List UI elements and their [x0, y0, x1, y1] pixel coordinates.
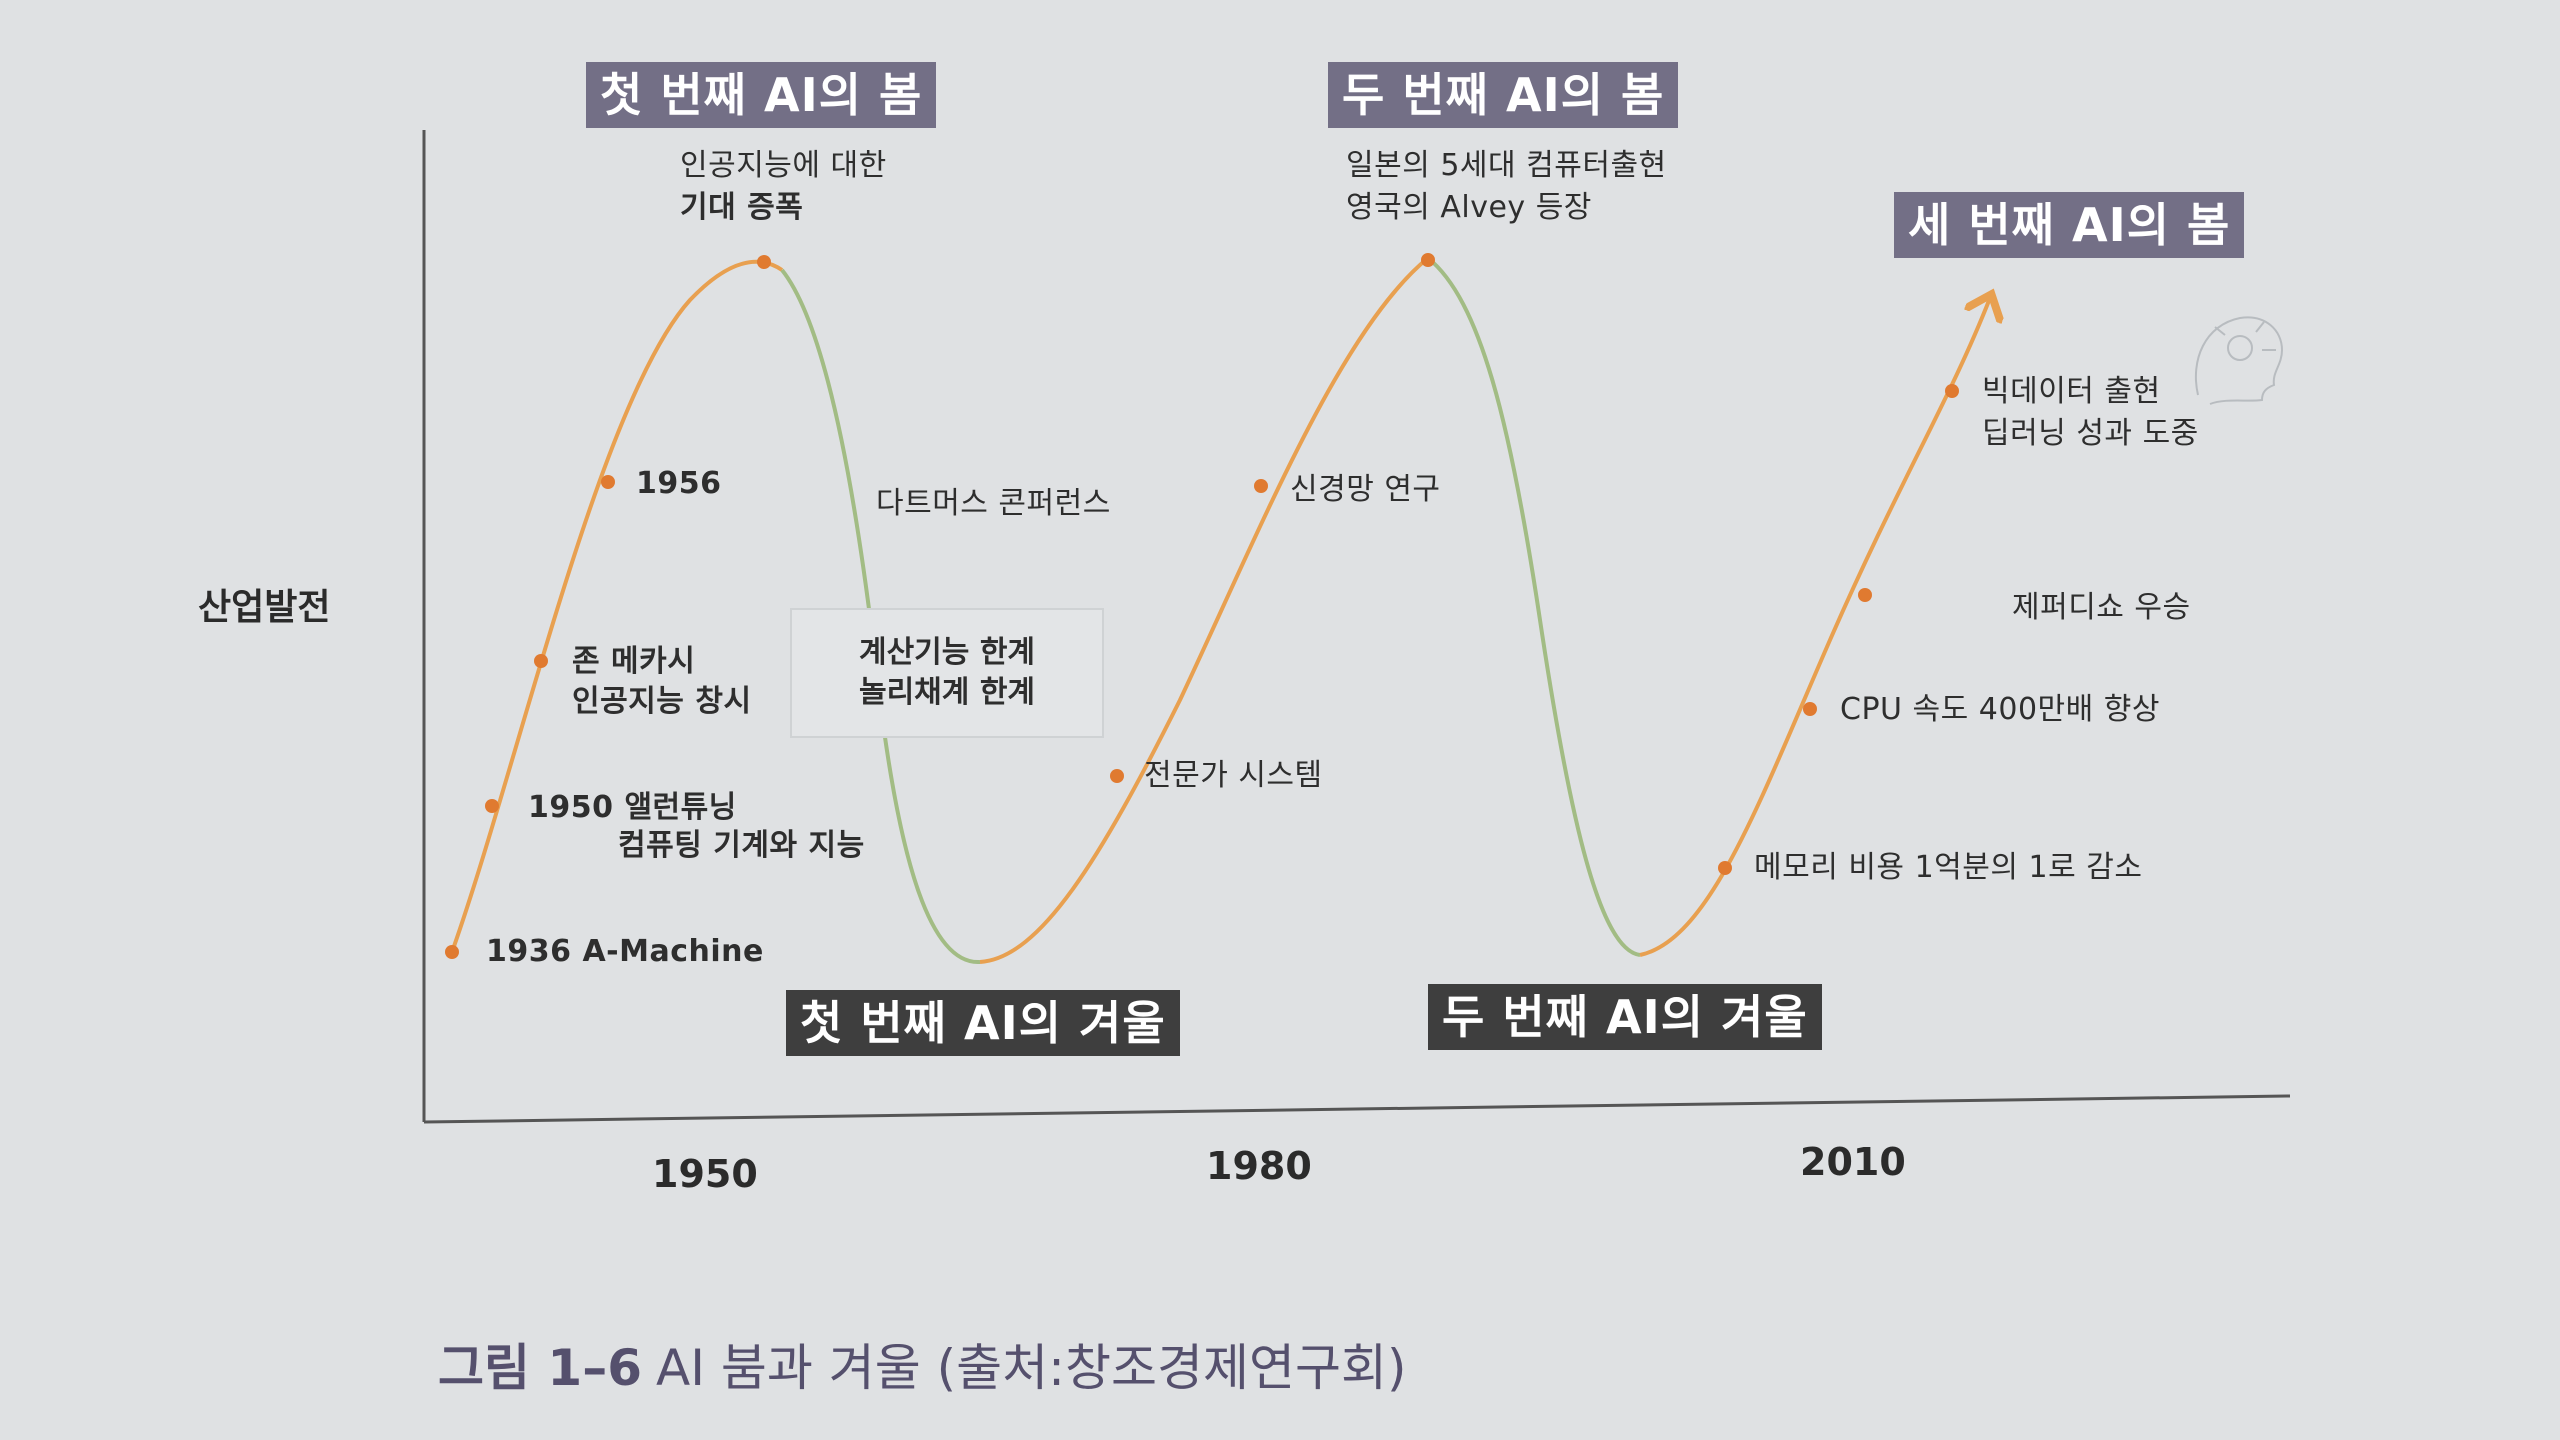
event-memory: 메모리 비용 1억분의 1로 감소: [1754, 850, 2143, 885]
x-tick-2010: 2010: [1800, 1140, 1906, 1184]
dot-bigdata: [1945, 384, 1959, 398]
second-spring-label: 두 번째 AI의 봄: [1328, 62, 1679, 128]
dot-jeopardy: [1858, 588, 1872, 602]
dot-memory: [1718, 861, 1732, 875]
head-sketch-icon: [2194, 316, 2284, 405]
event-neural-network: 신경망 연구: [1290, 472, 1441, 507]
event-1956: 1956: [636, 466, 722, 501]
dot-peak-second: [1421, 253, 1435, 267]
event-mccarthy-line1: 존 메카시: [572, 644, 696, 679]
event-jeopardy: 제퍼디쇼 우승: [2012, 590, 2191, 625]
figure-caption-text: AI 붐과 겨울 (출처:창조경제연구회): [656, 1339, 1407, 1397]
figure-caption: 그림 1–6 AI 붐과 겨울 (출처:창조경제연구회): [438, 1328, 1407, 1400]
dot-expert-system: [1110, 769, 1124, 783]
dot-cpu: [1803, 702, 1817, 716]
dot-turing: [485, 799, 499, 813]
event-a-machine: 1936 A-Machine: [486, 934, 764, 969]
dot-neural-network: [1254, 479, 1268, 493]
rise-segment-first-spring: [450, 259, 784, 953]
fall-segment-second-winter: [1426, 256, 1641, 957]
x-tick-1950: 1950: [652, 1152, 758, 1196]
rise-segment-second-spring: [979, 256, 1430, 964]
event-mccarthy-line2: 인공지능 창시: [572, 684, 752, 719]
third-spring-label: 세 번째 AI의 봄: [1894, 192, 2245, 258]
event-dartmouth: 다트머스 콘퍼런스: [876, 486, 1111, 521]
event-turing-line2: 컴퓨팅 기계와 지능: [618, 828, 865, 863]
limits-line2: 놀리채계 한계: [858, 675, 1036, 710]
dot-mccarthy: [534, 654, 548, 668]
x-axis: [423, 1094, 2291, 1124]
event-expert-system: 전문가 시스템: [1144, 758, 1323, 793]
dot-peak-first: [757, 255, 771, 269]
first-spring-label: 첫 번째 AI의 봄: [586, 62, 937, 128]
x-tick-1980: 1980: [1206, 1144, 1312, 1188]
second-winter-label: 두 번째 AI의 겨울: [1428, 984, 1822, 1050]
peak2-line1: 일본의 5세대 컴퓨터출현: [1346, 148, 1667, 183]
limits-line1: 계산기능 한계: [858, 635, 1036, 670]
event-turing-line1: 1950 앨런튜닝: [528, 790, 737, 825]
figure-number: 그림 1–6: [438, 1339, 642, 1397]
event-cpu: CPU 속도 400만배 향상: [1840, 692, 2160, 727]
y-axis-label: 산업발전: [198, 587, 331, 628]
peak1-line1: 인공지능에 대한: [680, 148, 887, 183]
first-winter-label: 첫 번째 AI의 겨울: [786, 990, 1180, 1056]
peak1-line2: 기대 증폭: [680, 190, 804, 225]
limits-box: 계산기능 한계 놀리채계 한계: [790, 608, 1104, 738]
event-bigdata-line2: 딥러닝 성과 도중: [1982, 416, 2199, 451]
event-bigdata-line1: 빅데이터 출현: [1982, 374, 2161, 409]
dot-a-machine: [445, 945, 459, 959]
dot-1956: [601, 475, 615, 489]
peak2-line2: 영국의 Alvey 등장: [1346, 190, 1592, 225]
